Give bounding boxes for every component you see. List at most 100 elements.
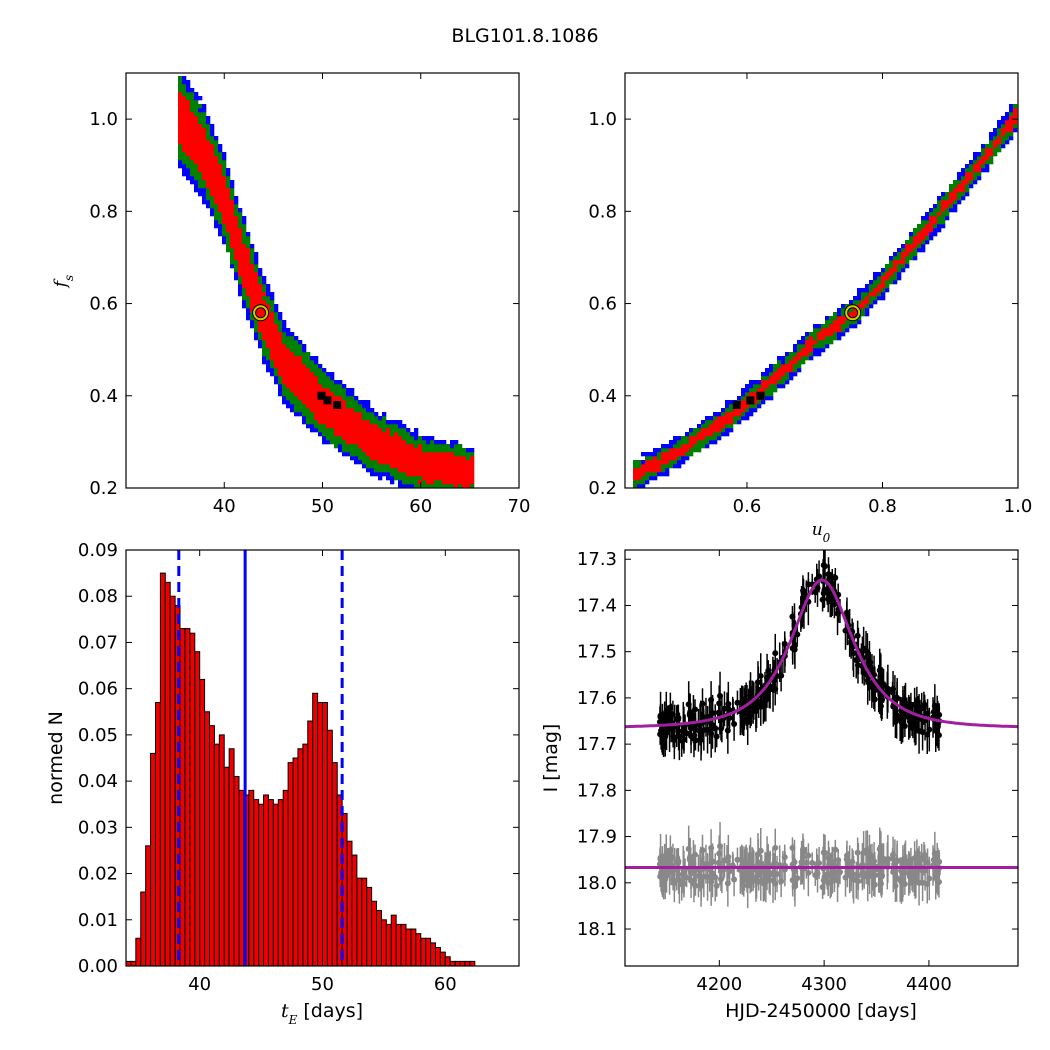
te-fs-cell-sigma1 (402, 440, 407, 445)
te-fs-cell-sigma3 (198, 108, 203, 113)
te-fs-cell-sigma1 (234, 224, 239, 229)
te-fs-cell-sigma1 (246, 260, 251, 265)
u0-fs-cell-sigma1 (869, 292, 874, 297)
te-fs-cell-sigma1 (278, 348, 283, 353)
te-fs-cell-sigma1 (338, 420, 343, 425)
te-fs-cell-sigma1 (178, 124, 183, 129)
residual-point (809, 859, 816, 866)
te-fs-cell-sigma1 (218, 172, 223, 177)
u0-fs-cell-sigma2 (729, 404, 734, 409)
te-fs-cell-sigma1 (446, 456, 451, 461)
te-fs-cell-sigma1 (230, 204, 235, 209)
u0-fs-cell-sigma3 (765, 368, 770, 373)
te-fs-cell-sigma2 (194, 100, 199, 105)
u0-fs-cell-sigma2 (713, 436, 718, 441)
te-fs-cell-sigma1 (266, 324, 271, 329)
te-fs-cell-sigma1 (218, 168, 223, 173)
te-fs-cell-sigma1 (370, 452, 375, 457)
light-curve-yticks: 17.317.417.517.617.717.817.918.018.1 (577, 549, 1018, 940)
u0-fs-cell-sigma3 (789, 372, 794, 377)
te-fs-cell-sigma1 (390, 436, 395, 441)
u0-fs-cell-sigma2 (985, 144, 990, 149)
u0-fs-cell-sigma3 (669, 440, 674, 445)
u0-fs-cell-sigma1 (905, 244, 910, 249)
te-fs-cell-sigma1 (382, 432, 387, 437)
te-fs-cell-sigma1 (286, 348, 291, 353)
data-point (901, 723, 908, 730)
histogram-bar (410, 928, 417, 967)
te-fs-cell-sigma2 (242, 224, 247, 229)
u0-fs-cell-sigma1 (633, 472, 638, 477)
te-fs-cell-sigma1 (334, 428, 339, 433)
u0-fs-cells (633, 104, 1018, 489)
histogram-bar (130, 960, 137, 967)
u0-fs-cell-sigma2 (721, 428, 726, 433)
te-fs-cell-sigma2 (310, 420, 315, 425)
te-fs-cell-sigma1 (186, 128, 191, 133)
te-fs-cell-sigma1 (262, 300, 267, 305)
u0-fs-cell-sigma2 (825, 320, 830, 325)
te-fs-cell-sigma2 (374, 416, 379, 421)
te-fs-cell-sigma3 (210, 132, 215, 137)
u0-fs-cell-sigma2 (901, 248, 906, 253)
light-curve-ylabel: I [mag] (540, 724, 562, 793)
te-fs-cell-sigma2 (218, 216, 223, 221)
u0-fs-cell-sigma2 (841, 328, 846, 333)
te-fs-cell-sigma1 (222, 208, 227, 213)
u0-fs-min-chi2-cell (732, 401, 741, 409)
u0-fs-cell-sigma2 (697, 444, 702, 449)
te-fs-cell-sigma1 (462, 472, 467, 477)
u0-fs-cell-sigma2 (673, 460, 678, 465)
te-fs-cell-sigma1 (190, 120, 195, 125)
te-fs-cell-sigma3 (414, 436, 419, 441)
te-fs-cell-sigma2 (210, 196, 215, 201)
u0-fs-cell-sigma3 (685, 456, 690, 461)
te-fs-cell-sigma1 (386, 432, 391, 437)
u0-fs-cell-sigma1 (717, 420, 722, 425)
te-fs-cell-sigma3 (282, 320, 287, 325)
u0-fs-cell-sigma1 (761, 380, 766, 385)
te-fs-cell-sigma3 (450, 440, 455, 445)
te-fs-cell-sigma1 (418, 456, 423, 461)
te-fs-cell-sigma1 (374, 428, 379, 433)
te-fs-cell-sigma1 (422, 456, 427, 461)
u0-fs-cell-sigma1 (705, 432, 710, 437)
u0-fs-cell-sigma3 (725, 428, 730, 433)
te-fs-cell-sigma2 (390, 424, 395, 429)
u0-fs-cell-sigma2 (801, 360, 806, 365)
residual-point (901, 881, 908, 888)
u0-fs-cell-sigma1 (925, 228, 930, 233)
u0-fs-cell-sigma2 (889, 280, 894, 285)
u0-fs-cell-sigma1 (729, 420, 734, 425)
u0-fs-cell-sigma2 (937, 200, 942, 205)
te-fs-cell-sigma2 (186, 156, 191, 161)
u0-fs-cell-sigma3 (973, 180, 978, 185)
u0-fs-cell-sigma2 (941, 220, 946, 225)
u0-fs-cell-sigma3 (1013, 128, 1018, 133)
te-fs-cell-sigma1 (450, 460, 455, 465)
histogram-bar (371, 900, 378, 967)
u0-fs-cell-sigma2 (833, 336, 838, 341)
u0-fs-cell-sigma2 (853, 320, 858, 325)
te-fs-cell-sigma1 (246, 292, 251, 297)
te-fs-cell-sigma2 (250, 316, 255, 321)
u0-fs-cell-sigma1 (861, 304, 866, 309)
te-fs-cell-sigma1 (454, 468, 459, 473)
te-fs-cell-sigma1 (402, 456, 407, 461)
te-fs-cell-sigma1 (366, 444, 371, 449)
u0-fs-cell-sigma2 (773, 368, 778, 373)
te-fs-cell-sigma1 (438, 456, 443, 461)
u0-fs-cell-sigma2 (745, 408, 750, 413)
u0-fs-cell-sigma2 (781, 376, 786, 381)
te-fs-cell-sigma1 (466, 468, 471, 473)
te-fs-cell-sigma1 (266, 304, 271, 309)
te-fs-cell-sigma1 (214, 200, 219, 205)
te-fs-cell-sigma2 (206, 192, 211, 197)
te-fs-cell-sigma2 (318, 368, 323, 373)
te-fs-cell-sigma3 (206, 116, 211, 121)
u0-fs-cell-sigma2 (761, 376, 766, 381)
te-fs-cell-sigma3 (194, 188, 199, 193)
te-fs-cell-sigma1 (198, 168, 203, 173)
data-point (799, 596, 806, 603)
u0-fs-cell-sigma1 (873, 292, 878, 297)
